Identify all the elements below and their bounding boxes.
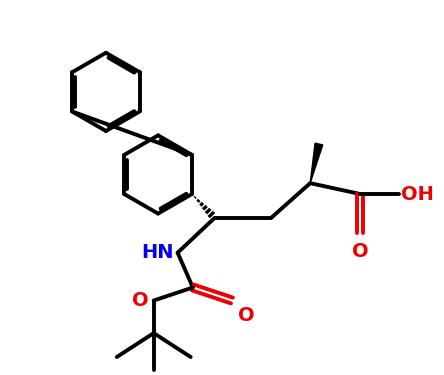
- Text: O: O: [132, 291, 148, 310]
- Polygon shape: [310, 143, 323, 183]
- Text: HN: HN: [142, 243, 174, 262]
- Text: OH: OH: [401, 184, 434, 204]
- Text: O: O: [238, 306, 255, 325]
- Text: O: O: [352, 242, 369, 261]
